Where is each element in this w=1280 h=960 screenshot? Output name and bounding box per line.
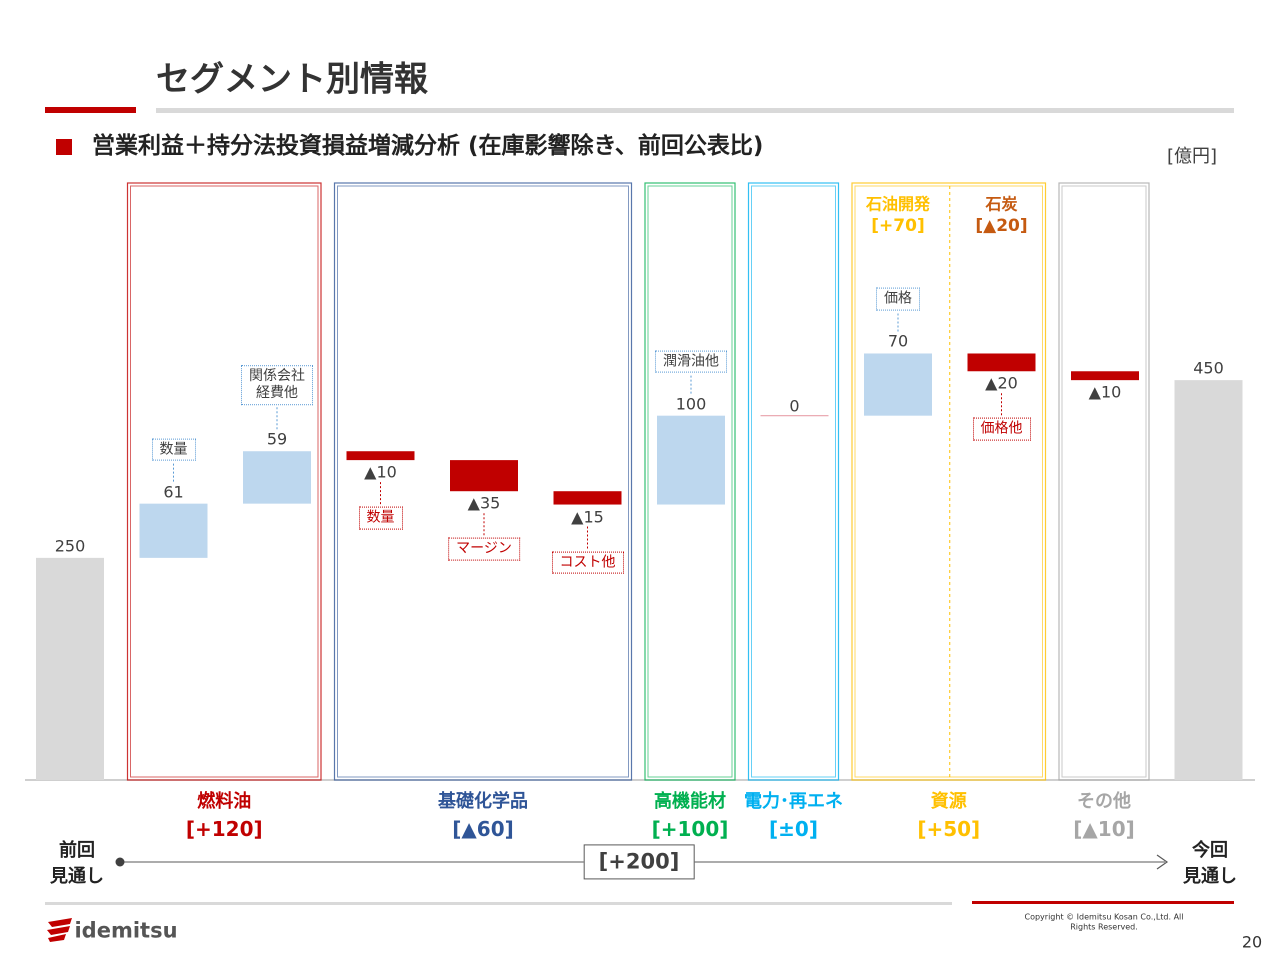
bar-annotation: 価格 <box>876 288 920 311</box>
value-label: 450 <box>1193 358 1224 378</box>
segment-frame-inner <box>337 185 629 778</box>
segment-change: [▲10] <box>1073 817 1135 841</box>
bar-annotation: 数量 <box>358 506 403 530</box>
segment-name: 電力･再エネ <box>744 791 843 813</box>
value-label: 0 <box>789 396 800 416</box>
bar <box>139 503 208 558</box>
value-label: 59 <box>266 429 288 449</box>
segment-change: [▲60] <box>452 817 514 841</box>
bar <box>1071 371 1139 381</box>
copyright: Copyright © Idemitsu Kosan Co.,Ltd. All … <box>1024 912 1184 931</box>
segment-frame-inner <box>647 185 733 778</box>
value-label: 100 <box>675 394 707 414</box>
segment-frame <box>644 182 736 781</box>
bar <box>1174 380 1243 780</box>
segment-frame-inner <box>130 185 319 778</box>
bar-annotation: 数量 <box>151 438 196 462</box>
title-rule <box>156 108 1234 113</box>
unit: [億円] <box>1166 146 1218 168</box>
logo-mark <box>47 918 72 942</box>
segment-name: 基礎化学品 <box>438 791 528 813</box>
bar <box>36 557 104 780</box>
segment-frame-inner <box>1061 185 1147 778</box>
bar <box>657 415 725 505</box>
segment-frame <box>747 182 840 781</box>
arrow-head <box>1156 854 1169 870</box>
subsegment-name: 石炭 <box>985 194 1018 214</box>
bar-annotation: 潤滑油他 <box>655 350 727 374</box>
value-label: 250 <box>54 536 86 556</box>
subtitle: 営業利益＋持分法投資損益増減分析 (在庫影響除き、前回公表比) <box>92 133 764 160</box>
segment-change: [+50] <box>917 817 981 841</box>
value-label: ▲10 <box>1088 382 1122 402</box>
segment-change: [+120] <box>185 817 263 841</box>
total-change: [+200] <box>583 844 695 880</box>
value-label: ▲10 <box>364 462 397 482</box>
bar <box>553 491 622 505</box>
bar-annotation: 関係会社 経費他 <box>241 365 313 406</box>
page-number: 20 <box>1241 932 1263 952</box>
subsegment-change: [+70] <box>871 215 925 236</box>
endpoint-label: 今回 見通し <box>1183 839 1237 887</box>
subsegment-name: 石油開発 <box>865 194 931 214</box>
segment-frame <box>1058 182 1150 781</box>
bar <box>864 353 932 416</box>
segment-frame <box>126 182 322 781</box>
value-label: ▲35 <box>467 493 501 513</box>
endpoint-label: 前回 見通し <box>50 839 104 887</box>
logo: idemitsu <box>74 918 178 943</box>
bar <box>346 451 415 461</box>
footer-rule <box>45 902 952 905</box>
footer-accent <box>972 901 1234 904</box>
value-label: ▲20 <box>985 373 1018 393</box>
bar-annotation: 価格他 <box>972 417 1031 441</box>
segment-frame-inner <box>751 185 836 778</box>
bullet <box>56 139 72 155</box>
segment-name: 資源 <box>930 791 967 813</box>
value-label: 61 <box>163 482 184 502</box>
segment-name: 高機能材 <box>654 791 726 813</box>
segment-frame <box>851 182 1047 781</box>
title: セグメント別情報 <box>156 59 428 100</box>
bar <box>967 353 1036 372</box>
subsegment-change: [▲20] <box>975 215 1028 236</box>
segment-change: [±0] <box>769 817 818 841</box>
arrow-dot <box>115 857 125 867</box>
segment-frame-inner <box>854 185 1043 778</box>
bar-annotation: マージン <box>448 537 520 561</box>
title-accent <box>45 107 136 113</box>
bar-annotation: コスト他 <box>551 551 624 574</box>
segment-name: 燃料油 <box>197 791 252 813</box>
segment-frame <box>333 182 633 781</box>
value-label: 70 <box>887 331 909 351</box>
segment-name: その他 <box>1077 791 1131 813</box>
bar <box>450 460 518 492</box>
value-label: ▲15 <box>571 506 604 526</box>
bar <box>243 451 311 504</box>
segment-change: [+100] <box>651 817 729 841</box>
